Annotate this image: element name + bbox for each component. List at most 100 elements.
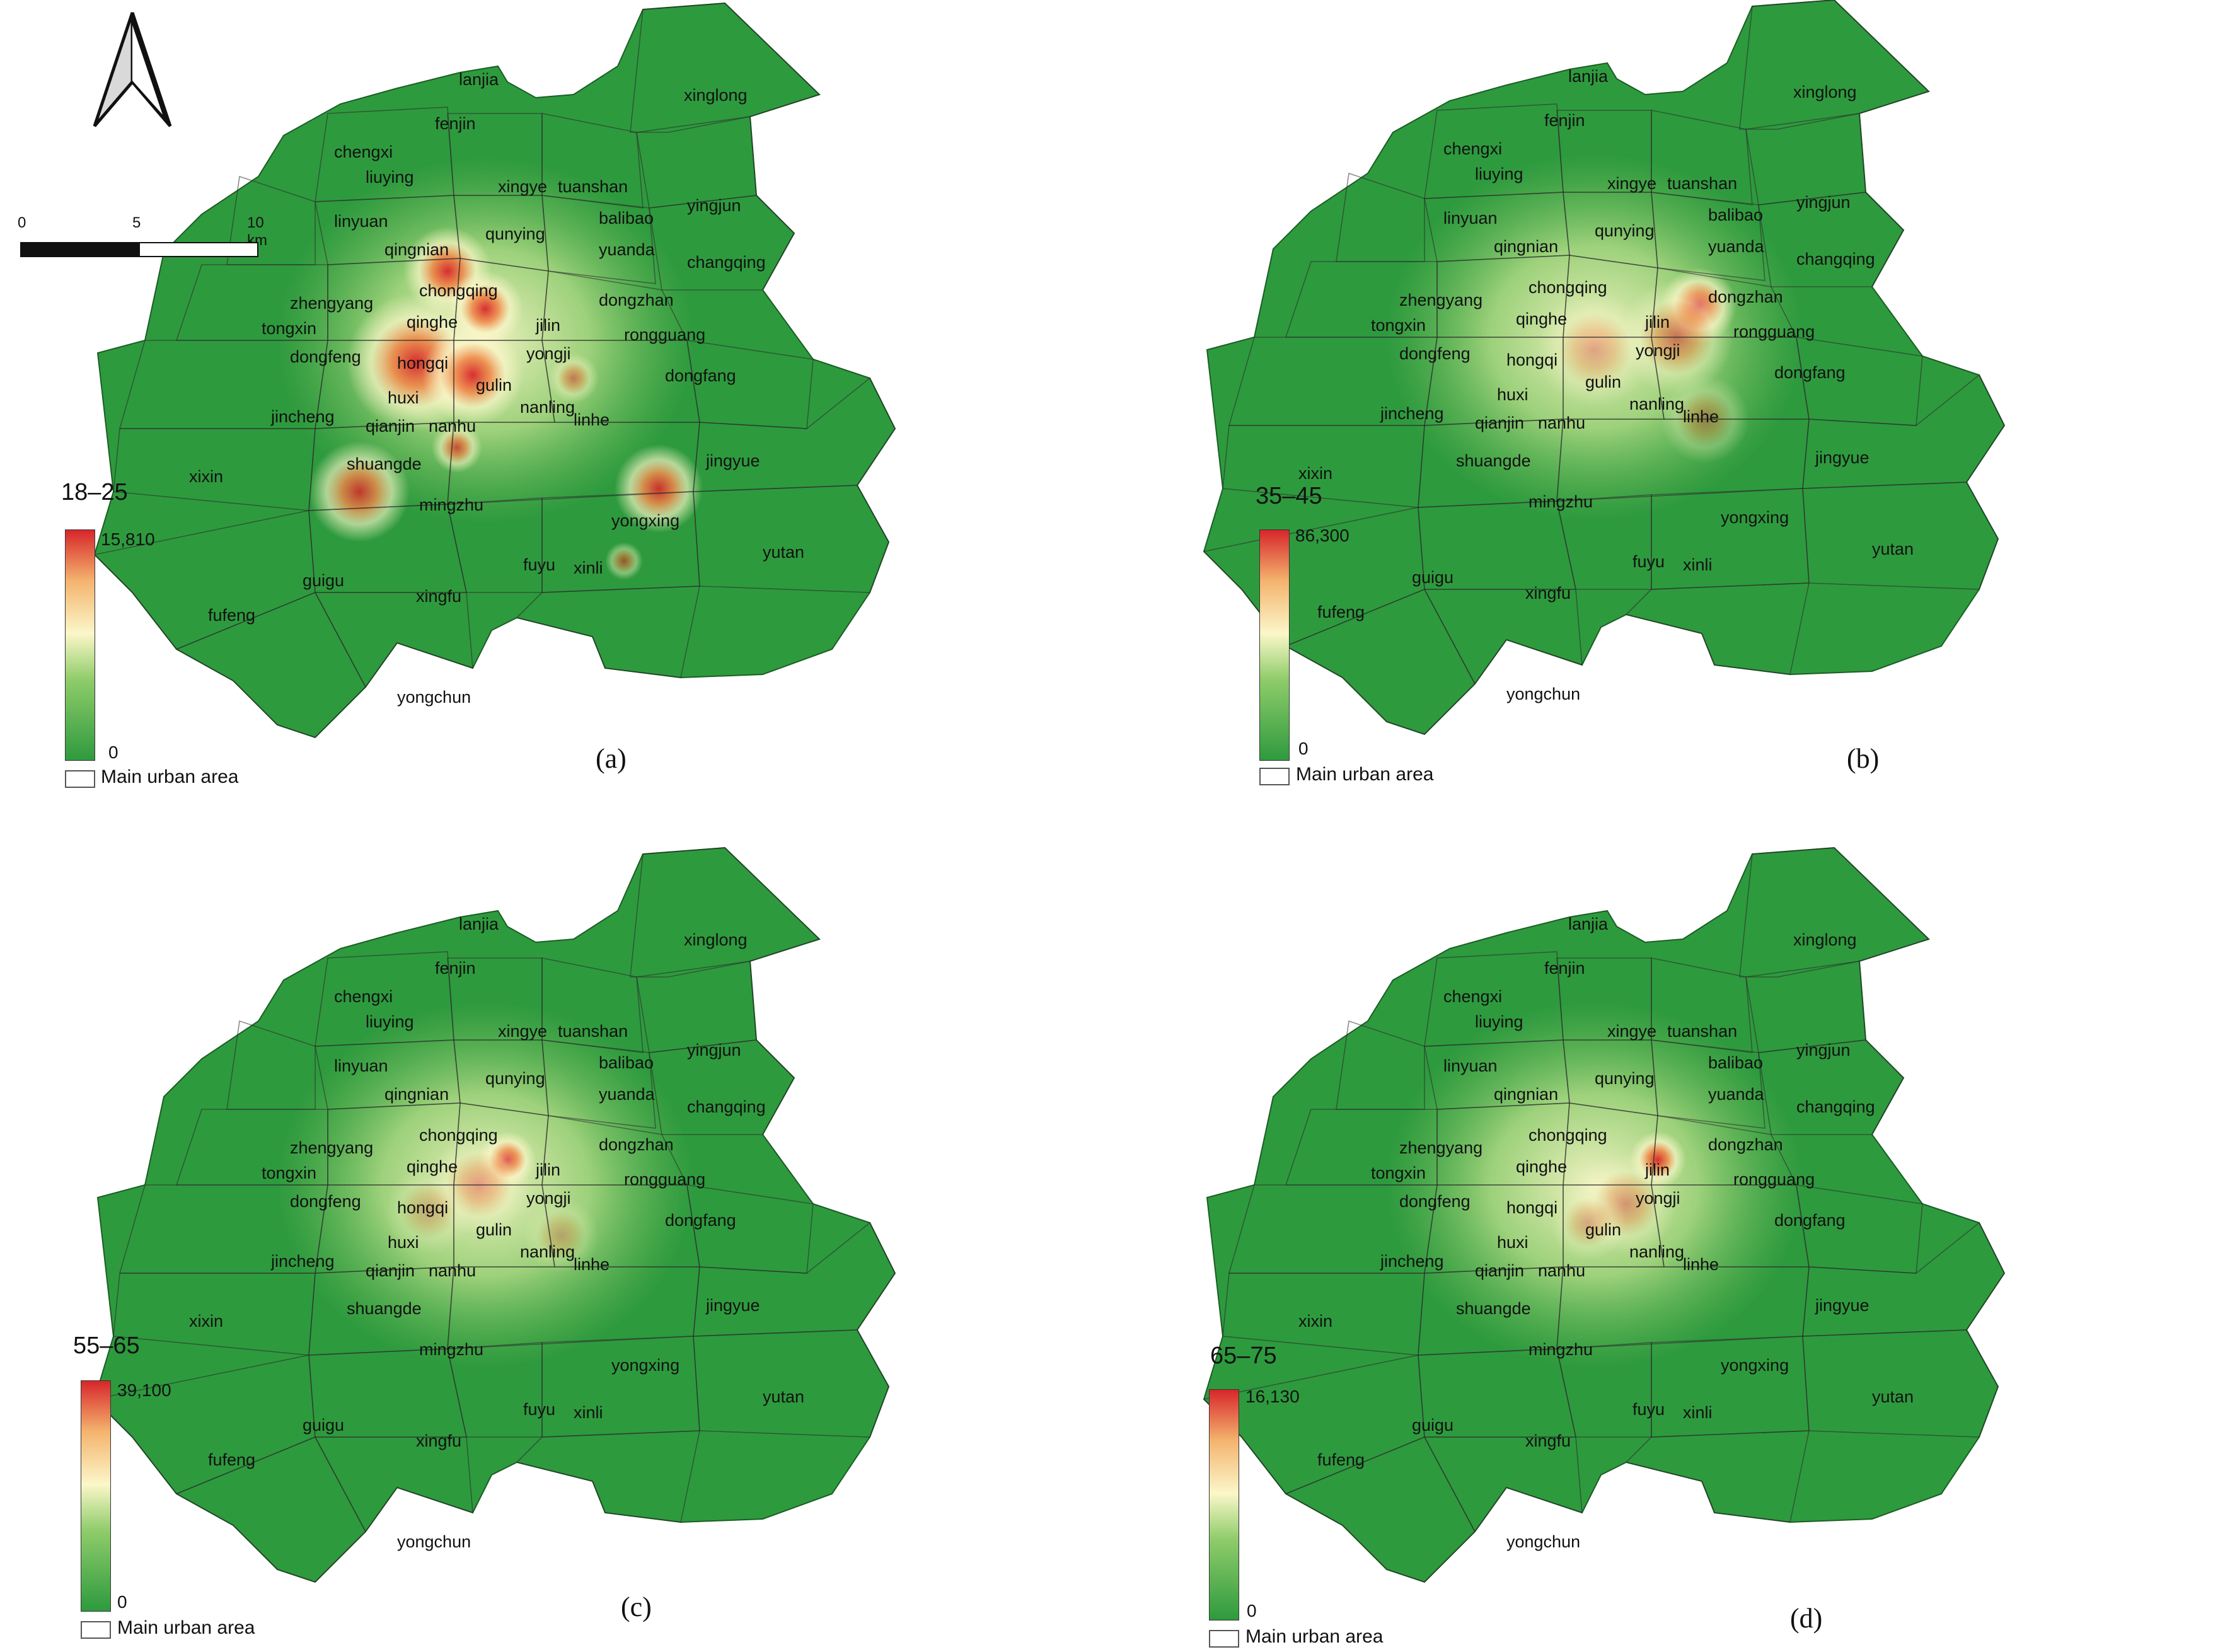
- place-label-yongji: yongji: [526, 344, 571, 363]
- density-hotspot: [432, 422, 482, 473]
- place-label-linyuan: linyuan: [1443, 209, 1498, 228]
- place-label-balibao: balibao: [1708, 205, 1763, 224]
- place-label-fuyu: fuyu: [1632, 552, 1665, 571]
- place-label-tuanshan: tuanshan: [558, 177, 628, 196]
- place-label-yuanda: yuanda: [1708, 1085, 1765, 1104]
- district-boundary: [1651, 192, 1765, 281]
- scale-bar: 0 5 10 km: [13, 208, 277, 258]
- place-label-qinghe: qinghe: [1516, 309, 1567, 328]
- place-label-dongfeng: dongfeng: [1399, 344, 1471, 363]
- place-label-xinli: xinli: [574, 558, 603, 577]
- place-label-jincheng: jincheng: [1380, 404, 1444, 423]
- place-label-chengxi: chengxi: [1443, 987, 1502, 1006]
- place-label-fufeng: fufeng: [1317, 603, 1365, 621]
- place-label-tongxin: tongxin: [1371, 1164, 1426, 1182]
- place-label-qinghe: qinghe: [1516, 1157, 1567, 1176]
- place-label-qingnian: qingnian: [1494, 237, 1558, 256]
- place-label-balibao: balibao: [1708, 1053, 1763, 1072]
- heatmap-c: lanjia xinglong fenjin chengxi liuying xingye…: [93, 846, 896, 1583]
- place-label-fuyu: fuyu: [523, 1400, 555, 1419]
- place-label-chongqing: chongqing: [1528, 1126, 1607, 1145]
- place-label-qunying: qunying: [485, 1069, 545, 1088]
- place-label-qianjin: qianjin: [1475, 413, 1524, 432]
- place-label-jincheng: jincheng: [270, 1252, 335, 1271]
- density-hotspot: [605, 542, 643, 580]
- place-label-nanling: nanling: [520, 1242, 575, 1261]
- place-label-jingyue: jingyue: [1815, 448, 1869, 467]
- place-label-xingfu: xingfu: [1525, 1431, 1571, 1450]
- district-boundary: [1651, 1039, 1765, 1129]
- place-label-yingjun: yingjun: [687, 196, 741, 215]
- place-label-xingfu: xingfu: [416, 1431, 461, 1450]
- place-label-liuying: liuying: [366, 168, 414, 187]
- place-label-jingyue: jingyue: [705, 451, 760, 470]
- district-boundary: [1802, 1329, 1999, 1438]
- place-label-dongzhan: dongzhan: [599, 291, 674, 309]
- place-label-changqing: changqing: [1796, 250, 1875, 269]
- district-boundary: [649, 195, 795, 291]
- place-label-zhengyang: zhengyang: [1399, 1138, 1482, 1157]
- place-label-linyuan: linyuan: [1443, 1056, 1498, 1075]
- district-boundary: [541, 957, 644, 1053]
- place-label-shuangde: shuangde: [347, 454, 422, 473]
- place-label-xinli: xinli: [574, 1403, 603, 1422]
- place-label-yongchun: yongchun: [1506, 1532, 1580, 1551]
- place-label-hongqi: hongqi: [397, 1198, 448, 1217]
- place-label-chongqing: chongqing: [1528, 278, 1607, 297]
- place-label-yuanda: yuanda: [599, 240, 656, 259]
- district-boundary: [649, 1039, 795, 1135]
- place-label-yutan: yutan: [763, 543, 804, 562]
- place-label-balibao: balibao: [599, 209, 654, 228]
- map-panel-c: lanjia xinglong fenjin chengxi liuying xingye…: [0, 832, 1103, 1651]
- place-label-nanling: nanling: [1629, 1242, 1684, 1261]
- place-label-dongfeng: dongfeng: [1399, 1192, 1471, 1211]
- place-label-jilin: jilin: [1644, 313, 1670, 332]
- place-label-qingnian: qingnian: [384, 240, 449, 259]
- density-hotspot: [523, 1198, 599, 1273]
- district-boundary: [541, 195, 656, 284]
- legend-color-ramp: [1259, 529, 1290, 761]
- place-label-gulin: gulin: [476, 1220, 512, 1239]
- place-label-fenjin: fenjin: [435, 114, 476, 133]
- urban-area-swatch: [65, 770, 95, 788]
- place-label-tuanshan: tuanshan: [558, 1022, 628, 1041]
- district-boundary: [1423, 1436, 1583, 1533]
- place-label-yingjun: yingjun: [687, 1041, 741, 1060]
- place-label-dongzhan: dongzhan: [1708, 287, 1783, 306]
- place-label-qianjin: qianjin: [366, 417, 415, 436]
- place-label-shuangde: shuangde: [1456, 451, 1531, 470]
- north-arrow-icon: [93, 12, 172, 127]
- scale-bar-white: [139, 242, 258, 257]
- place-label-zhengyang: zhengyang: [290, 1138, 373, 1157]
- legend-min: 0: [1247, 1601, 1257, 1620]
- scale-tick-5: 5: [132, 214, 141, 231]
- district-boundary: [1651, 957, 1753, 1053]
- place-label-qinghe: qinghe: [407, 313, 458, 332]
- place-label-rongguang: rongguang: [1733, 1170, 1815, 1189]
- district-boundary: [314, 1436, 473, 1533]
- place-label-changqing: changqing: [687, 1097, 766, 1116]
- place-label-xinglong: xinglong: [684, 930, 748, 949]
- panel-caption: (d): [1790, 1603, 1823, 1634]
- place-label-chengxi: chengxi: [334, 142, 393, 161]
- place-label-balibao: balibao: [599, 1053, 654, 1072]
- legend-urban-label: Main urban area: [117, 1617, 255, 1638]
- place-label-xingfu: xingfu: [1525, 584, 1571, 603]
- district-boundary: [516, 586, 700, 678]
- density-hotspot: [1551, 1185, 1626, 1261]
- place-label-jilin: jilin: [1644, 1160, 1670, 1179]
- place-label-chongqing: chongqing: [419, 1126, 498, 1145]
- density-hotspot: [548, 353, 599, 403]
- place-label-nanling: nanling: [1629, 395, 1684, 413]
- place-label-yuanda: yuanda: [1708, 237, 1765, 256]
- place-label-zhengyang: zhengyang: [1399, 291, 1482, 309]
- legend-color-ramp: [81, 1380, 111, 1612]
- place-label-yongchun: yongchun: [397, 1532, 471, 1551]
- place-label-shuangde: shuangde: [1456, 1299, 1531, 1318]
- place-label-changqing: changqing: [687, 253, 766, 272]
- place-label-qianjin: qianjin: [366, 1261, 415, 1280]
- place-label-yongxing: yongxing: [1721, 508, 1789, 527]
- legend-title: 55–65: [73, 1332, 140, 1359]
- place-label-yutan: yutan: [1872, 1387, 1914, 1406]
- panel-caption: (b): [1847, 743, 1880, 774]
